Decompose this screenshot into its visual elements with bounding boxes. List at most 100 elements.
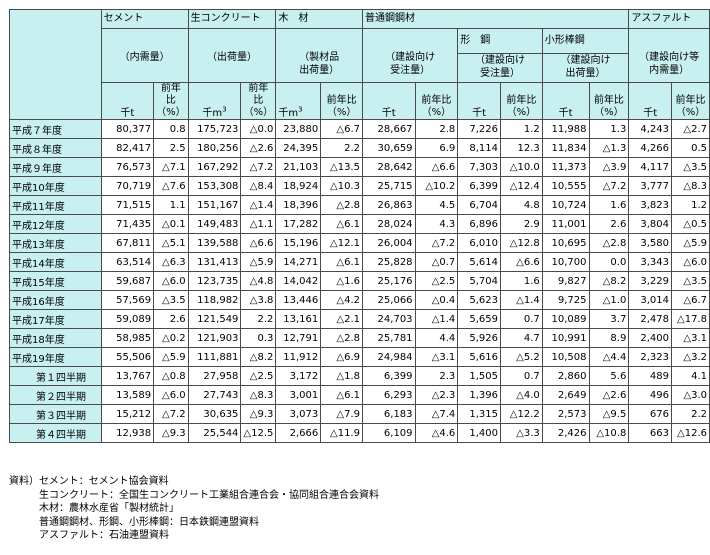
ratio-cell: △2.6	[240, 138, 277, 158]
ratio-cell: 8.9	[588, 328, 630, 348]
ratio-cell: △6.1	[320, 252, 363, 272]
value-cell: 8,114	[457, 138, 501, 158]
ratio-cell: 2.2	[671, 404, 710, 424]
ratio-cell: △8.3	[240, 385, 277, 405]
value-cell: 23,880	[275, 119, 322, 139]
ratio-cell: △0.4	[414, 290, 459, 310]
value-cell: 12,791	[275, 328, 322, 348]
table-row: 平成13年度 67,811 △5.1 139,588 △6.6 15,196 △12.1 26…	[9, 233, 710, 253]
ratio-cell: 2.5	[153, 138, 189, 158]
value-cell: 175,723	[187, 119, 242, 139]
source-note: 木材：農林水産省「製材統計」	[9, 503, 179, 514]
sub-asphalt: （建設向け等 内需量）	[628, 28, 710, 83]
ratio-cell: △7.4	[414, 404, 459, 424]
value-cell: 1,315	[457, 404, 501, 424]
value-cell: 1,400	[457, 423, 501, 443]
ratio-cell: △2.7	[671, 119, 710, 139]
ratio-cell: △8.3	[671, 176, 710, 196]
ratio-header: 前年比 （%）	[499, 82, 543, 120]
value-cell: 6,293	[361, 385, 416, 405]
ratio-cell: 0.7	[499, 309, 543, 329]
ratio-cell: 1.6	[588, 195, 630, 215]
ratio-cell: △6.6	[499, 252, 543, 272]
ratio-cell: 2.3	[414, 366, 459, 386]
value-cell: 26,863	[361, 195, 416, 215]
ratio-cell: △2.1	[320, 309, 363, 329]
value-cell: 24,395	[275, 138, 322, 158]
value-cell: 28,024	[361, 214, 416, 234]
row-label: 平成18年度	[9, 328, 102, 348]
source-note: 普通鋼鋼材、形鋼、小形棒鋼：日本鉄鋼連盟資料	[9, 516, 259, 528]
ratio-cell: △17.8	[671, 309, 710, 329]
ratio-cell: 6.9	[414, 138, 459, 158]
ratio-cell: △7.2	[153, 404, 189, 424]
value-cell: 10,555	[541, 176, 590, 196]
table-row: 平成７年度 80,377 0.8 175,723 △0.0 23,880 △6.7 28,66…	[9, 119, 710, 139]
sub-cement: （内需量）	[100, 28, 189, 83]
ratio-cell: △3.0	[671, 385, 710, 405]
value-cell: 3,343	[628, 252, 673, 272]
ratio-cell: △5.1	[153, 233, 189, 253]
value-cell: 2,400	[628, 328, 673, 348]
ratio-cell: △5.9	[671, 233, 710, 253]
value-cell: 14,271	[275, 252, 322, 272]
value-cell: 59,089	[100, 309, 155, 329]
value-cell: 63,514	[100, 252, 155, 272]
value-cell: 676	[628, 404, 673, 424]
value-cell: 67,811	[100, 233, 155, 253]
value-cell: 5,926	[457, 328, 501, 348]
table-row: 第３四半期 15,212 △7.2 30,635 △9.3 3,073 △7.9 6,183 △…	[9, 404, 710, 424]
table-row: 平成14年度 63,514 △6.3 131,413 △5.9 14,271 △6.1 25,…	[9, 252, 710, 272]
value-cell: 58,985	[100, 328, 155, 348]
table-row: 平成10年度 70,719 △7.6 153,308 △8.4 18,924 △10.3 25…	[9, 176, 710, 196]
value-cell: 7,226	[457, 119, 501, 139]
value-cell: 17,282	[275, 214, 322, 234]
ratio-cell: 0.0	[588, 252, 630, 272]
ratio-cell: △7.1	[153, 157, 189, 177]
value-cell: 10,991	[541, 328, 590, 348]
value-cell: 1,505	[457, 366, 501, 386]
value-cell: 10,724	[541, 195, 590, 215]
row-label: 平成16年度	[9, 290, 102, 310]
ratio-cell: 2.8	[414, 119, 459, 139]
value-cell: 4,243	[628, 119, 673, 139]
value-cell: 496	[628, 385, 673, 405]
value-cell: 59,687	[100, 271, 155, 291]
ratio-cell: △4.6	[414, 423, 459, 443]
value-cell: 10,508	[541, 347, 590, 367]
unit-shaped-steel: 千t	[457, 82, 501, 120]
table-row: 平成11年度 71,515 1.1 151,167 △1.4 18,396 △2.8 26,8…	[9, 195, 710, 215]
ratio-cell: △3.5	[671, 157, 710, 177]
value-cell: 2,478	[628, 309, 673, 329]
ratio-cell: △8.2	[240, 347, 277, 367]
ratio-cell: △5.2	[499, 347, 543, 367]
value-cell: 11,373	[541, 157, 590, 177]
ratio-cell: △2.8	[320, 195, 363, 215]
ratio-cell: △12.5	[240, 423, 277, 443]
value-cell: 55,506	[100, 347, 155, 367]
ratio-cell: 1.6	[499, 271, 543, 291]
ratio-cell: △2.8	[588, 233, 630, 253]
value-cell: 6,109	[361, 423, 416, 443]
value-cell: 11,988	[541, 119, 590, 139]
value-cell: 139,588	[187, 233, 242, 253]
header-ordinary-steel: 普通鋼鋼材	[361, 9, 630, 29]
header-small-bar-steel: 小形棒鋼	[541, 28, 630, 54]
ratio-cell: △0.8	[153, 366, 189, 386]
ratio-cell: △7.2	[240, 157, 277, 177]
value-cell: 70,719	[100, 176, 155, 196]
value-cell: 3,014	[628, 290, 673, 310]
value-cell: 2,860	[541, 366, 590, 386]
value-cell: 28,667	[361, 119, 416, 139]
ratio-cell: △8.4	[240, 176, 277, 196]
value-cell: 6,704	[457, 195, 501, 215]
sub-timber: （製材品 出荷量）	[275, 28, 363, 83]
ratio-cell: △3.5	[671, 271, 710, 291]
row-label: 平成10年度	[9, 176, 102, 196]
value-cell: 26,004	[361, 233, 416, 253]
row-label: 平成14年度	[9, 252, 102, 272]
ratio-cell: △6.0	[671, 252, 710, 272]
ratio-cell: △1.6	[320, 271, 363, 291]
ratio-cell: △1.4	[240, 195, 277, 215]
table-body: 平成７年度 80,377 0.8 175,723 △0.0 23,880 △6.7 28,66…	[9, 119, 710, 443]
